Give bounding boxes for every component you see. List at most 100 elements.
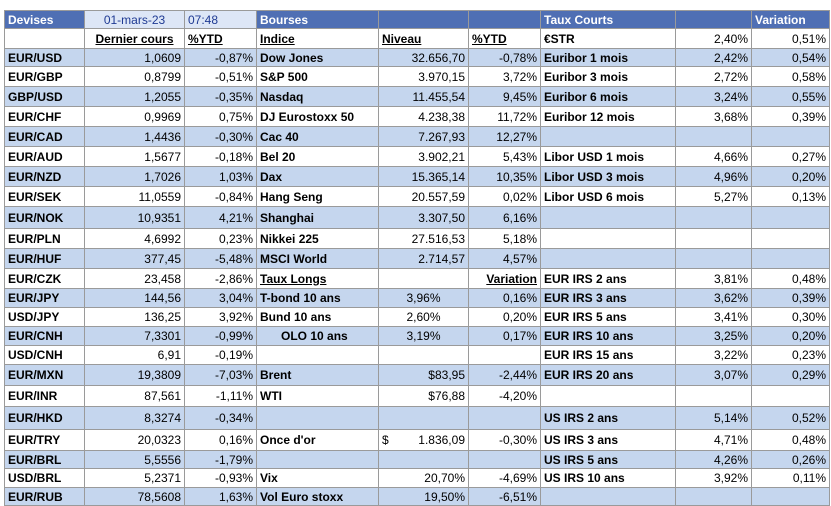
currency-pair: EUR/INR xyxy=(4,385,85,407)
taux-longs-header: Taux Longs xyxy=(260,271,327,286)
index-ytd: 6,16% xyxy=(468,206,541,229)
rate-name: Euribor 12 mois xyxy=(540,106,676,127)
rate-value xyxy=(675,126,752,147)
estr-variation: 0,51% xyxy=(751,28,830,49)
rate-value: 3,81% xyxy=(675,268,752,289)
currency-ytd: -0,84% xyxy=(184,186,257,207)
last-price: 144,56 xyxy=(84,288,185,308)
currency-ytd: -0,99% xyxy=(184,326,257,346)
currency-pair: EUR/CHF xyxy=(4,106,85,127)
rate-name: US IRS 10 ans xyxy=(540,468,676,488)
taux-longs-variation-header: Variation xyxy=(486,271,537,286)
rate-value: 3,07% xyxy=(675,364,752,386)
rate-value xyxy=(675,487,752,506)
table-row: EUR/SEK 11,0559 -0,84% Hang Seng 20.557,59 0,… xyxy=(4,186,830,207)
index-ytd: -6,51% xyxy=(468,487,541,506)
index-level: 3,19% xyxy=(378,326,469,346)
rate-name: US IRS 3 ans xyxy=(540,429,676,451)
rate-variation: 0,13% xyxy=(751,186,830,207)
currency-ytd: -0,87% xyxy=(184,48,257,67)
currency-pair: USD/CNH xyxy=(4,345,85,365)
currency-ytd: -0,93% xyxy=(184,468,257,488)
rate-value: 3,24% xyxy=(675,86,752,107)
index-ytd: 0,20% xyxy=(468,307,541,327)
index-level: 7.267,93 xyxy=(378,126,469,147)
index-level: 3.970,15 xyxy=(378,66,469,87)
index-level: 4.238,38 xyxy=(378,106,469,127)
header-variation: Variation xyxy=(751,10,830,29)
rate-value: 4,66% xyxy=(675,146,752,167)
last-price: 1,5677 xyxy=(84,146,185,167)
index-level: 15.365,14 xyxy=(378,166,469,187)
rate-name xyxy=(540,228,676,249)
rate-variation xyxy=(751,248,830,269)
rate-value: 4,26% xyxy=(675,450,752,469)
index-ytd: Variation xyxy=(468,268,541,289)
rate-value xyxy=(675,206,752,229)
rate-variation: 0,20% xyxy=(751,166,830,187)
currency-ytd: -0,34% xyxy=(184,406,257,430)
rate-variation: 0,39% xyxy=(751,288,830,308)
gold-value: 1.836,09 xyxy=(418,433,465,447)
header-devises: Devises xyxy=(4,10,85,29)
last-price: 10,9351 xyxy=(84,206,185,229)
index-name: Dow Jones xyxy=(256,48,379,67)
table-row: USD/JPY 136,25 3,92% Bund 10 ans 2,60% 0,20% E… xyxy=(4,307,830,327)
currency-pair: EUR/SEK xyxy=(4,186,85,207)
table-row: EUR/CHF 0,9969 0,75% DJ Eurostoxx 50 4.238,3… xyxy=(4,106,830,127)
rate-name: Libor USD 1 mois xyxy=(540,146,676,167)
currency-ytd: -1,11% xyxy=(184,385,257,407)
currency-ytd: 0,23% xyxy=(184,228,257,249)
index-name: Bel 20 xyxy=(256,146,379,167)
rate-value: 4,71% xyxy=(675,429,752,451)
rate-variation: 0,39% xyxy=(751,106,830,127)
currency-pair: EUR/NZD xyxy=(4,166,85,187)
index-ytd: 0,02% xyxy=(468,186,541,207)
index-level: 27.516,53 xyxy=(378,228,469,249)
table-row: EUR/PLN 4,6992 0,23% Nikkei 225 27.516,53 5,1… xyxy=(4,228,830,249)
last-price: 87,561 xyxy=(84,385,185,407)
currency-pair: EUR/GBP xyxy=(4,66,85,87)
currency-symbol: $ xyxy=(382,433,389,447)
rate-variation: 0,55% xyxy=(751,86,830,107)
table-row: USD/BRL 5,2371 -0,93% Vix 20,70% -4,69% US IRS… xyxy=(4,468,830,488)
rate-name xyxy=(540,206,676,229)
currency-ytd: 3,92% xyxy=(184,307,257,327)
last-price: 78,5608 xyxy=(84,487,185,506)
rate-variation: 0,27% xyxy=(751,146,830,167)
rate-variation: 0,11% xyxy=(751,468,830,488)
rate-value: 3,62% xyxy=(675,288,752,308)
currency-pair: EUR/HKD xyxy=(4,406,85,430)
table-row: EUR/HKD 8,3274 -0,34% US IRS 2 ans 5,14% 0,52… xyxy=(4,406,830,430)
rate-value: 3,68% xyxy=(675,106,752,127)
table-row: EUR/HUF 377,45 -5,48% MSCI World 2.714,57 4,5… xyxy=(4,248,830,269)
rate-value xyxy=(675,385,752,407)
currency-pair: EUR/HUF xyxy=(4,248,85,269)
table-row: EUR/CAD 1,4436 -0,30% Cac 40 7.267,93 12,27% xyxy=(4,126,830,147)
index-name: Taux Longs xyxy=(256,268,379,289)
rate-value: 5,14% xyxy=(675,406,752,430)
rate-name: US IRS 2 ans xyxy=(540,406,676,430)
ytd-header-2: %YTD xyxy=(472,31,507,46)
table-row: EUR/JPY 144,56 3,04% T-bond 10 ans 3,96% 0,16… xyxy=(4,288,830,308)
index-level: 20,70% xyxy=(378,468,469,488)
currency-ytd: 4,21% xyxy=(184,206,257,229)
header-time: 07:48 xyxy=(184,10,257,29)
rate-name xyxy=(540,385,676,407)
index-name xyxy=(256,406,379,430)
currency-pair: EUR/USD xyxy=(4,48,85,67)
index-name: Nikkei 225 xyxy=(256,228,379,249)
rate-value: 3,22% xyxy=(675,345,752,365)
index-level: 20.557,59 xyxy=(378,186,469,207)
index-level xyxy=(378,406,469,430)
currency-pair: EUR/CNH xyxy=(4,326,85,346)
rate-name: US IRS 5 ans xyxy=(540,450,676,469)
index-name: Shanghai xyxy=(256,206,379,229)
currency-pair: GBP/USD xyxy=(4,86,85,107)
rate-name: Euribor 1 mois xyxy=(540,48,676,67)
rate-value: 3,41% xyxy=(675,307,752,327)
currency-ytd: 3,04% xyxy=(184,288,257,308)
subheader-empty xyxy=(4,28,85,49)
rate-variation xyxy=(751,228,830,249)
header-date: 01-mars-23 xyxy=(84,10,185,29)
